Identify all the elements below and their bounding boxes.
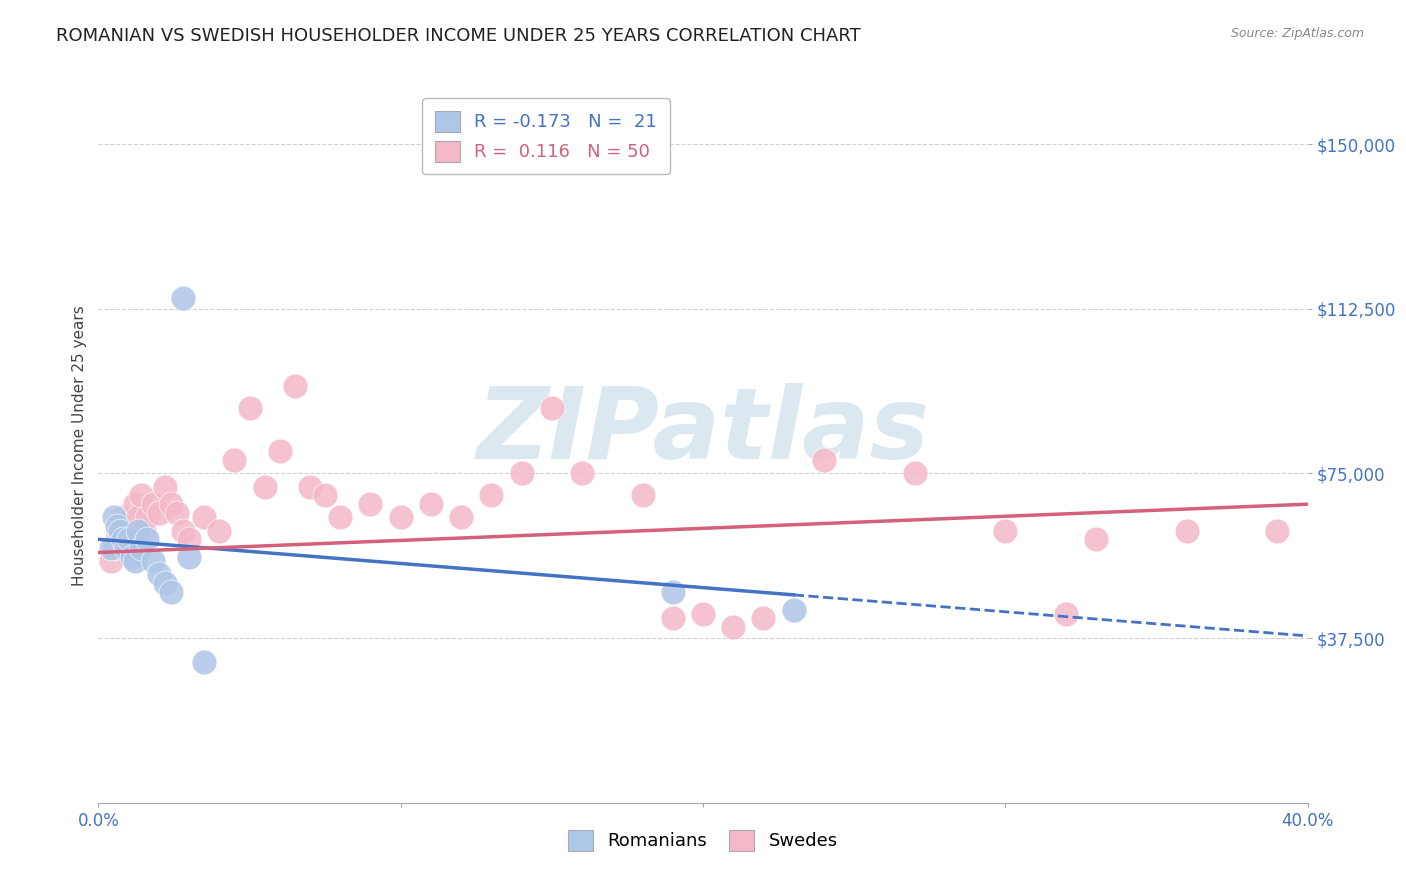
Point: [723, 620, 745, 634]
Point: [1085, 533, 1108, 547]
Point: [481, 488, 503, 502]
Point: [224, 453, 246, 467]
Point: [420, 497, 443, 511]
Point: [299, 480, 322, 494]
Point: [904, 467, 927, 481]
Point: [103, 541, 125, 555]
Point: [571, 467, 593, 481]
Point: [172, 291, 194, 305]
Point: [121, 549, 143, 564]
Point: [450, 510, 472, 524]
Point: [1267, 524, 1289, 538]
Point: [153, 576, 176, 591]
Point: [813, 453, 835, 467]
Point: [540, 401, 562, 415]
Point: [142, 497, 165, 511]
Point: [510, 467, 533, 481]
Point: [105, 533, 128, 547]
Point: [108, 524, 131, 538]
Point: [160, 585, 183, 599]
Point: [100, 541, 122, 555]
Point: [193, 655, 215, 669]
Point: [148, 506, 170, 520]
Point: [179, 549, 201, 564]
Point: [124, 497, 146, 511]
Point: [661, 585, 683, 599]
Point: [994, 524, 1017, 538]
Point: [124, 554, 146, 568]
Point: [118, 533, 141, 547]
Point: [118, 541, 141, 555]
Point: [269, 444, 291, 458]
Point: [100, 554, 122, 568]
Point: [111, 510, 134, 524]
Legend: Romanians, Swedes: Romanians, Swedes: [561, 822, 845, 858]
Text: ROMANIAN VS SWEDISH HOUSEHOLDER INCOME UNDER 25 YEARS CORRELATION CHART: ROMANIAN VS SWEDISH HOUSEHOLDER INCOME U…: [56, 27, 860, 45]
Point: [193, 510, 215, 524]
Point: [752, 611, 775, 625]
Point: [132, 524, 155, 538]
Point: [111, 533, 134, 547]
Point: [253, 480, 276, 494]
Point: [129, 488, 152, 502]
Point: [105, 519, 128, 533]
Point: [153, 480, 176, 494]
Point: [1175, 524, 1198, 538]
Point: [360, 497, 382, 511]
Text: ZIPatlas: ZIPatlas: [477, 384, 929, 480]
Point: [692, 607, 714, 621]
Text: Source: ZipAtlas.com: Source: ZipAtlas.com: [1230, 27, 1364, 40]
Point: [114, 533, 136, 547]
Point: [239, 401, 262, 415]
Point: [127, 524, 149, 538]
Point: [661, 611, 683, 625]
Point: [208, 524, 231, 538]
Point: [114, 541, 136, 555]
Point: [179, 533, 201, 547]
Point: [172, 524, 194, 538]
Point: [166, 506, 188, 520]
Point: [135, 533, 157, 547]
Point: [1054, 607, 1077, 621]
Point: [631, 488, 654, 502]
Point: [127, 510, 149, 524]
Point: [135, 510, 157, 524]
Point: [148, 567, 170, 582]
Point: [160, 497, 183, 511]
Point: [314, 488, 336, 502]
Y-axis label: Householder Income Under 25 years: Householder Income Under 25 years: [72, 306, 87, 586]
Point: [103, 510, 125, 524]
Point: [129, 541, 152, 555]
Point: [329, 510, 352, 524]
Point: [121, 524, 143, 538]
Point: [142, 554, 165, 568]
Point: [108, 524, 131, 538]
Point: [783, 602, 806, 616]
Point: [389, 510, 412, 524]
Point: [284, 378, 307, 392]
